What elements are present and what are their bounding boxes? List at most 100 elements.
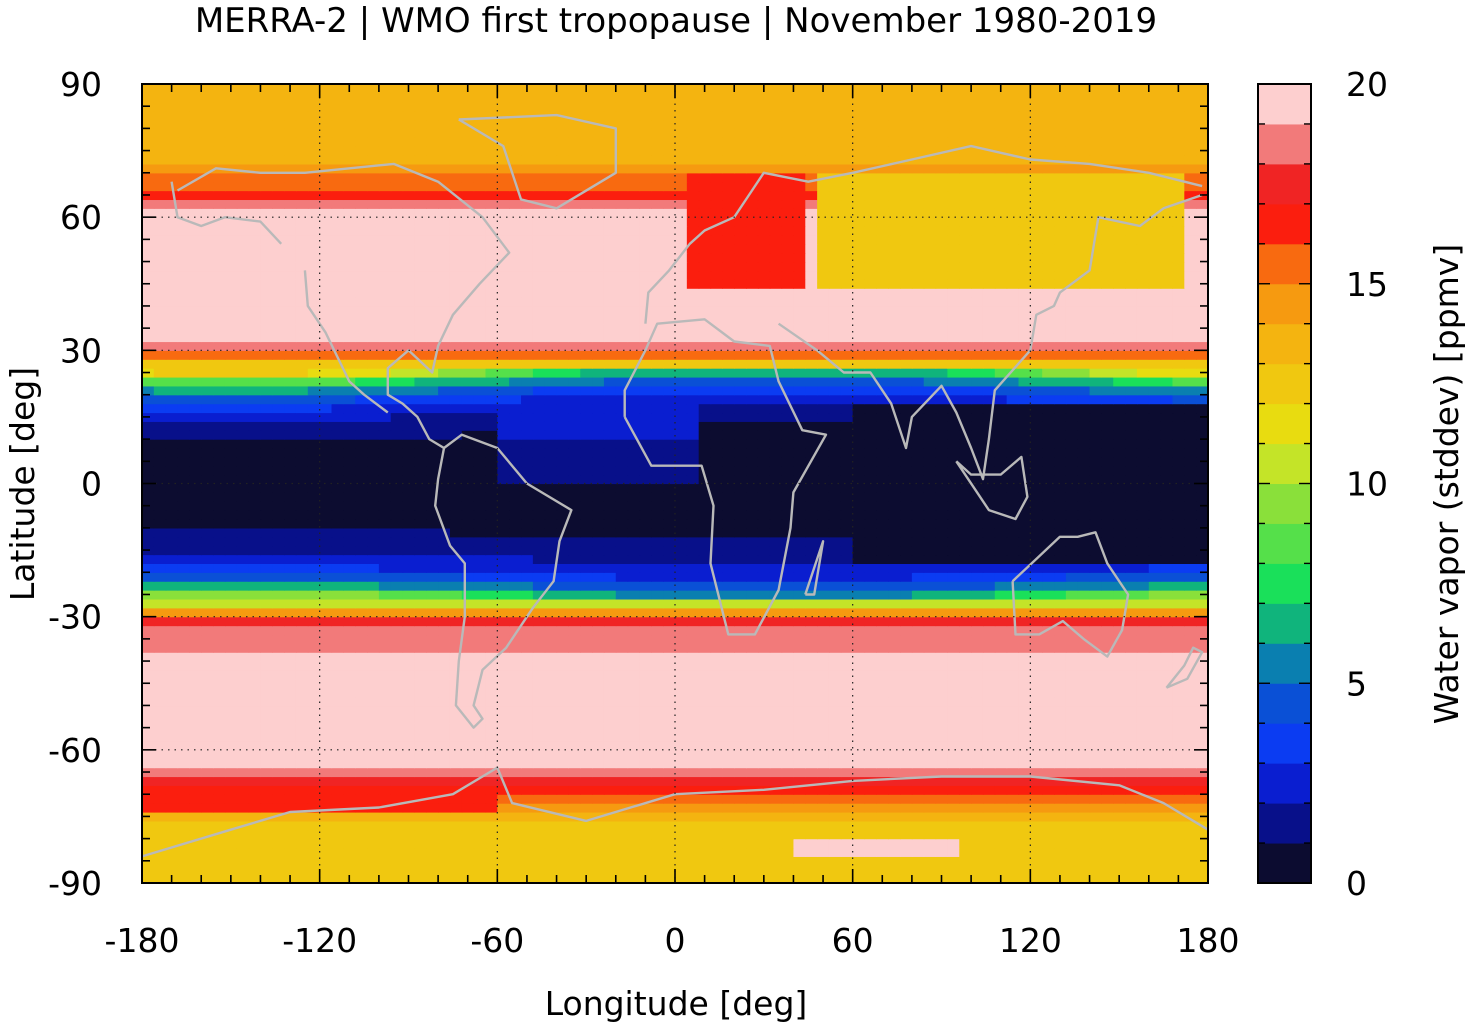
map-cell bbox=[1172, 643, 1185, 653]
map-cell bbox=[805, 527, 818, 538]
map-cell bbox=[1042, 723, 1055, 733]
map-cell bbox=[651, 625, 664, 636]
map-cell bbox=[272, 421, 285, 431]
map-cell bbox=[1160, 403, 1174, 414]
map-cell bbox=[319, 669, 333, 680]
map-cell bbox=[675, 403, 688, 414]
map-cell bbox=[781, 403, 795, 414]
map-cell bbox=[1148, 678, 1162, 689]
map-cell bbox=[1125, 643, 1138, 653]
map-cell bbox=[1196, 794, 1209, 804]
map-cell bbox=[817, 758, 830, 769]
map-cell bbox=[1042, 474, 1055, 485]
map-cell bbox=[284, 696, 297, 707]
map-cell bbox=[698, 572, 712, 582]
map-cell bbox=[461, 634, 475, 644]
map-cell bbox=[438, 394, 451, 405]
map-cell bbox=[1042, 803, 1055, 813]
map-cell bbox=[734, 634, 747, 644]
map-cell bbox=[1042, 865, 1055, 875]
map-cell bbox=[971, 767, 984, 778]
map-cell bbox=[153, 740, 167, 751]
map-cell bbox=[473, 829, 487, 840]
map-cell bbox=[1172, 519, 1185, 529]
map-cell bbox=[1101, 678, 1114, 689]
map-cell bbox=[438, 545, 451, 556]
map-cell bbox=[1018, 687, 1031, 698]
map-cell bbox=[1018, 865, 1031, 875]
map-cell bbox=[355, 554, 368, 564]
map-cell bbox=[1018, 483, 1031, 493]
map-cell bbox=[888, 669, 901, 680]
map-cell bbox=[911, 811, 925, 822]
map-cell bbox=[284, 510, 297, 520]
map-cell bbox=[1160, 598, 1174, 609]
map-cell bbox=[165, 669, 179, 680]
map-cell bbox=[1136, 598, 1150, 609]
map-cell bbox=[142, 465, 155, 476]
map-cell bbox=[805, 732, 818, 742]
map-cell bbox=[438, 758, 451, 769]
map-cell bbox=[1196, 403, 1209, 414]
map-cell bbox=[757, 501, 771, 511]
map-cell bbox=[876, 714, 889, 724]
map-cell bbox=[888, 705, 901, 715]
map-cell bbox=[722, 572, 735, 582]
map-cell bbox=[971, 421, 984, 431]
map-cell bbox=[982, 412, 996, 422]
map-cell bbox=[509, 447, 522, 458]
map-cell bbox=[959, 563, 972, 573]
map-cell bbox=[343, 776, 356, 786]
map-cell bbox=[201, 874, 214, 884]
map-cell bbox=[1089, 661, 1102, 671]
map-cell bbox=[876, 465, 889, 476]
map-cell bbox=[272, 687, 285, 698]
map-cell bbox=[556, 661, 569, 671]
map-cell bbox=[1030, 705, 1043, 715]
map-cell bbox=[284, 740, 297, 751]
map-cell bbox=[521, 794, 534, 804]
map-cell bbox=[1125, 732, 1138, 742]
map-cell bbox=[284, 403, 297, 414]
map-cell bbox=[876, 590, 889, 600]
map-cell bbox=[710, 829, 723, 840]
map-cell bbox=[959, 474, 972, 485]
map-cell bbox=[414, 785, 427, 795]
map-cell bbox=[284, 545, 297, 556]
map-cell bbox=[165, 652, 179, 662]
map-cell bbox=[864, 394, 877, 405]
map-cell bbox=[331, 447, 344, 458]
map-cell bbox=[473, 723, 487, 733]
map-cell bbox=[615, 590, 629, 600]
map-cell bbox=[414, 590, 427, 600]
map-cell bbox=[1160, 634, 1174, 644]
map-cell bbox=[651, 492, 664, 502]
map-cell bbox=[923, 758, 937, 769]
map-cell bbox=[686, 652, 700, 662]
map-cell bbox=[473, 669, 487, 680]
map-cell bbox=[592, 732, 605, 742]
map-cell bbox=[153, 456, 167, 467]
map-cell bbox=[1136, 687, 1150, 698]
map-cell bbox=[935, 634, 949, 644]
map-cell bbox=[675, 625, 688, 636]
map-cell bbox=[473, 439, 487, 449]
map-cell bbox=[509, 421, 522, 431]
map-cell bbox=[1030, 794, 1043, 804]
map-cell bbox=[1184, 811, 1197, 822]
map-cell bbox=[722, 439, 735, 449]
map-cell bbox=[355, 545, 368, 556]
map-cell bbox=[142, 785, 155, 795]
map-cell bbox=[663, 687, 676, 698]
map-cell bbox=[592, 536, 605, 547]
map-cell bbox=[1089, 510, 1102, 520]
map-cell bbox=[769, 652, 783, 662]
map-cell bbox=[461, 847, 475, 857]
map-cell bbox=[615, 519, 629, 529]
map-cell bbox=[698, 394, 712, 405]
map-cell bbox=[532, 874, 546, 884]
map-cell bbox=[734, 563, 747, 573]
map-cell bbox=[615, 829, 629, 840]
map-cell bbox=[556, 536, 569, 547]
map-cell bbox=[781, 474, 795, 485]
